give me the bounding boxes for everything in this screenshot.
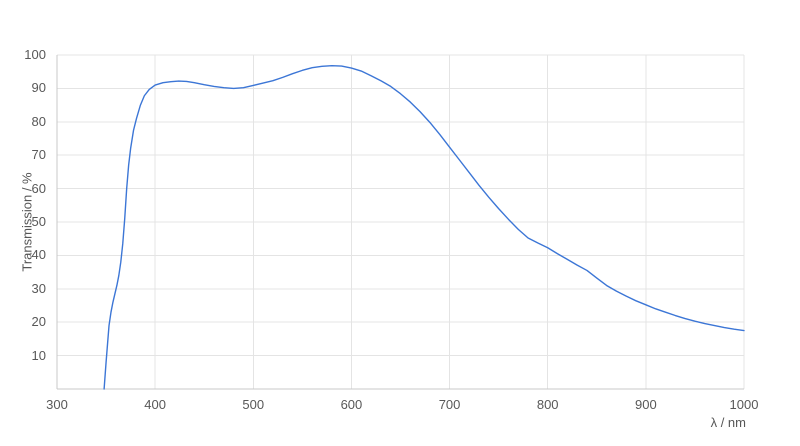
y-tick-label: 30 bbox=[31, 280, 46, 296]
y-tick-label: 90 bbox=[31, 80, 46, 96]
x-tick-label: 500 bbox=[242, 397, 265, 412]
x-tick-label: 900 bbox=[634, 397, 657, 412]
y-tick-label: 10 bbox=[31, 347, 46, 363]
x-tick-label: 400 bbox=[144, 397, 166, 412]
y-tick-label: 50 bbox=[31, 214, 46, 229]
y-tick-label: 20 bbox=[31, 314, 46, 330]
x-tick-label: 800 bbox=[536, 397, 559, 412]
y-tick-label: 80 bbox=[31, 113, 46, 129]
x-axis-title: λ / nm bbox=[710, 415, 746, 430]
transmission-series-line bbox=[103, 64, 745, 390]
x-tick-label: 600 bbox=[340, 397, 363, 412]
x-tick-label: 1000 bbox=[729, 397, 759, 412]
x-tick-label: 700 bbox=[438, 397, 461, 412]
y-tick-label: 40 bbox=[31, 247, 46, 263]
x-tick-label: 300 bbox=[46, 397, 68, 412]
y-tick-label: 100 bbox=[24, 47, 46, 62]
y-tick-label: 70 bbox=[31, 147, 46, 163]
y-tick-label: 60 bbox=[31, 180, 46, 196]
y-axis-title: Transmission / % bbox=[19, 172, 35, 272]
